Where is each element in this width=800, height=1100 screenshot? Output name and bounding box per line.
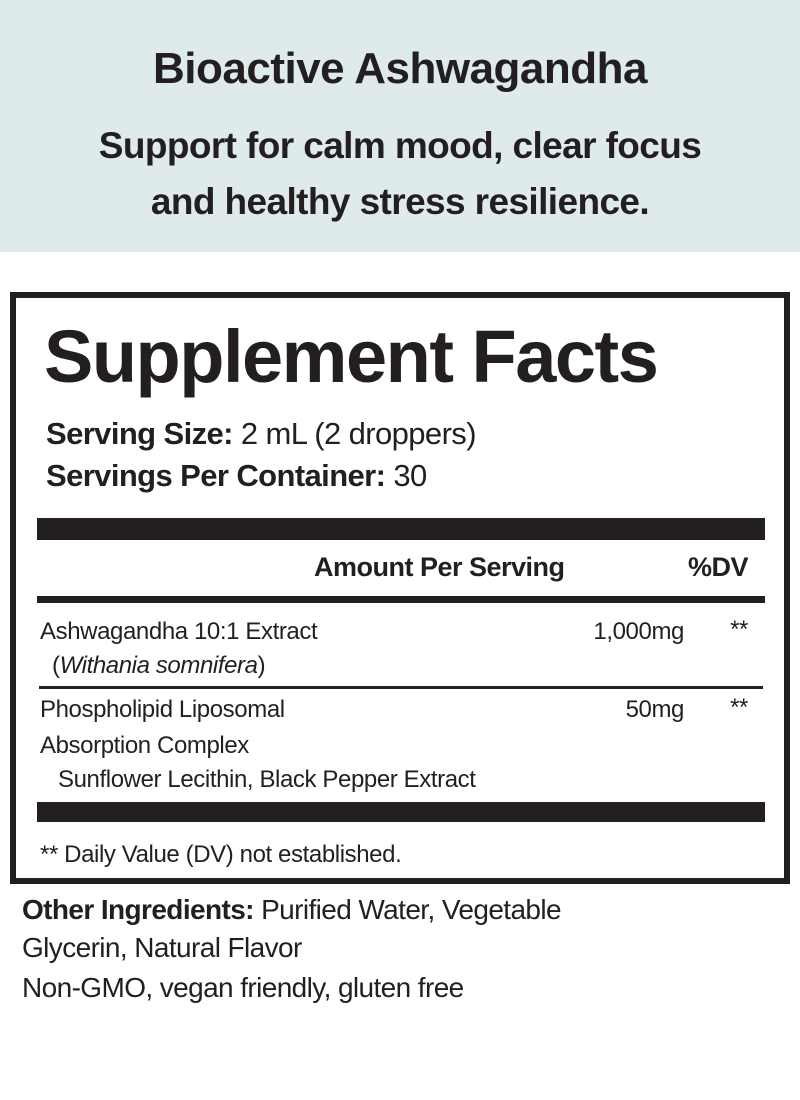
servings-per-container: Servings Per Container: 30 xyxy=(46,458,427,494)
other-ingredients-value: Purified Water, Vegetable xyxy=(253,894,562,925)
other-ingredients-label: Other Ingredients: xyxy=(22,894,254,925)
row-divider xyxy=(39,686,763,689)
servings-label: Servings Per Container: xyxy=(46,458,386,493)
ingredient-sub: Sunflower Lecithin, Black Pepper Extract xyxy=(58,766,476,793)
ingredient-dv: ** xyxy=(730,694,748,721)
botanical-name: Withania somnifera xyxy=(59,652,258,679)
facts-title: Supplement Facts xyxy=(44,315,659,398)
footnote: ** Daily Value (DV) not established. xyxy=(40,841,402,868)
ingredient-name: Ashwagandha 10:1 Extract xyxy=(40,618,318,645)
ingredient-amount: 1,000mg xyxy=(593,618,684,645)
ingredient-name-cont: Absorption Complex xyxy=(40,732,249,759)
header-banner: Bioactive Ashwagandha Support for calm m… xyxy=(0,0,800,252)
paren: ) xyxy=(257,652,266,679)
serving-size-label: Serving Size: xyxy=(46,416,233,451)
col-dv-header: %DV xyxy=(688,552,749,582)
claims: Non-GMO, vegan friendly, gluten free xyxy=(22,972,464,1003)
serving-size: Serving Size: 2 mL (2 droppers) xyxy=(46,416,477,452)
subtitle-line: and healthy stress resilience. xyxy=(150,181,650,222)
ingredient-dv: ** xyxy=(730,616,748,643)
paren: ( xyxy=(52,652,60,679)
product-subtitle: Support for calm mood, clear focus and h… xyxy=(0,118,800,230)
divider xyxy=(37,596,765,603)
thick-divider xyxy=(37,518,765,540)
subtitle-line: Support for calm mood, clear focus xyxy=(98,125,702,166)
supplement-facts-panel: Supplement Facts Serving Size: 2 mL (2 d… xyxy=(10,292,790,884)
serving-size-value: 2 mL (2 droppers) xyxy=(232,416,477,451)
col-amount-header: Amount Per Serving xyxy=(314,552,565,582)
ingredient-amount: 50mg xyxy=(625,696,685,723)
product-title: Bioactive Ashwagandha xyxy=(153,44,648,93)
servings-value: 30 xyxy=(385,458,427,493)
thick-divider xyxy=(37,802,765,822)
other-ingredients-cont: Glycerin, Natural Flavor xyxy=(22,932,302,963)
other-ingredients: Other Ingredients: Purified Water, Veget… xyxy=(22,894,562,926)
ingredient-botanical: (Withania somnifera) xyxy=(52,652,266,680)
ingredient-name: Phospholipid Liposomal xyxy=(40,696,285,723)
